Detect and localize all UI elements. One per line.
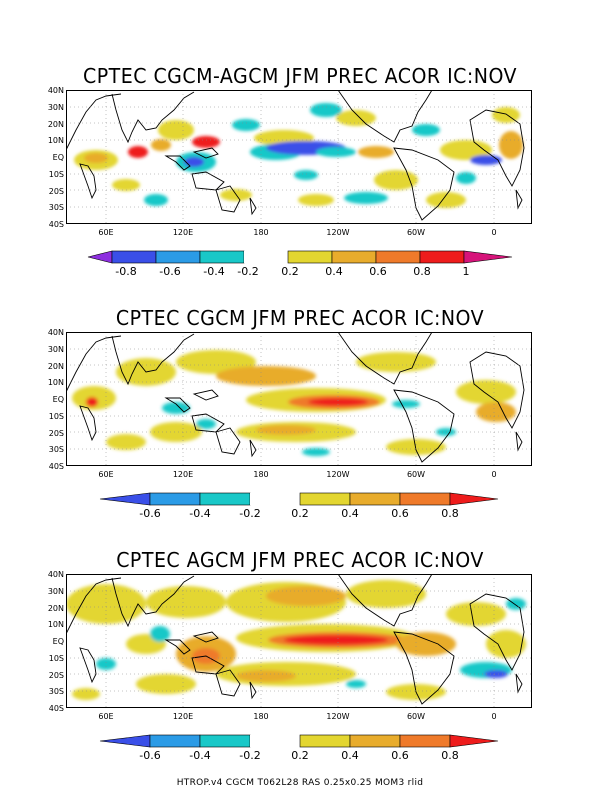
- cbar3-label: 0.6: [391, 749, 409, 762]
- cbar2-label: 0.2: [291, 507, 309, 520]
- lon-tick-label: 60W: [406, 712, 426, 721]
- cbar2-label: -0.6: [139, 507, 160, 520]
- cbar1-label: -0.8: [115, 265, 136, 278]
- lat-tick-label: EQ: [52, 395, 64, 404]
- lon-tick-label: 180: [253, 228, 269, 237]
- lat-tick-label: 10S: [48, 411, 64, 421]
- footer-caption: HTROP.v4 CGCM T062L28 RAS 0.25x0.25 MOM3…: [176, 778, 424, 788]
- lat-tick-label: 10N: [47, 378, 64, 388]
- lon-tick-label: 120W: [326, 712, 350, 721]
- lat-tick-label: 40N: [47, 570, 64, 579]
- lon-tick-label: 120E: [172, 228, 194, 237]
- lat-tick-label: 10S: [48, 169, 64, 179]
- lon-tick-label: 60E: [98, 470, 114, 479]
- lat-tick-label: 30N: [47, 102, 64, 112]
- cbar1-label: 1: [463, 265, 470, 278]
- lon-tick-label: 0: [491, 712, 497, 721]
- lon-tick-label: 60E: [98, 228, 114, 237]
- lat-tick-label: 30S: [48, 203, 64, 213]
- cbar3-label: -0.6: [139, 749, 160, 762]
- cbar2-label: 0.4: [341, 507, 359, 520]
- panel-1-colorbar: -0.8 -0.6 -0.4 -0.2 0.2 0.4 0.6 0.8 1: [87, 250, 513, 278]
- lat-tick-label: 20S: [48, 428, 64, 438]
- lon-tick-label: 180: [253, 712, 269, 721]
- lon-tick-label: 60W: [406, 228, 426, 237]
- lat-tick-label: 40N: [47, 328, 64, 337]
- cbar1-label: -0.2: [237, 265, 258, 278]
- lat-tick-label: 10S: [48, 653, 64, 663]
- cbar1-label: 0.6: [369, 265, 387, 278]
- lat-tick-label: 30S: [48, 445, 64, 455]
- cbar1-label: -0.4: [203, 265, 224, 278]
- lat-tick-label: EQ: [52, 637, 64, 646]
- lon-tick-label: 180: [253, 470, 269, 479]
- lat-tick-label: 30S: [48, 687, 64, 697]
- lat-tick-label: 30N: [47, 586, 64, 596]
- cbar2-label: -0.2: [239, 507, 260, 520]
- lat-tick-label: 40S: [48, 220, 64, 229]
- panel-3-title: CPTEC AGCM JFM PREC ACOR IC:NOV: [116, 548, 484, 572]
- cbar3-label: -0.2: [239, 749, 260, 762]
- panel-2-colorbar: -0.6 -0.4 -0.2 0.2 0.4 0.6 0.8: [99, 492, 499, 520]
- lon-tick-label: 60E: [98, 712, 114, 721]
- lat-tick-label: 20N: [47, 361, 64, 371]
- cbar1-label: -0.6: [159, 265, 180, 278]
- panel-2-title: CPTEC CGCM JFM PREC ACOR IC:NOV: [115, 306, 485, 330]
- lat-tick-label: 20N: [47, 603, 64, 613]
- cbar3-label: 0.2: [291, 749, 309, 762]
- panel-1-map: [66, 90, 532, 224]
- panel-3-colorbar: -0.6 -0.4 -0.2 0.2 0.4 0.6 0.8: [99, 734, 499, 762]
- panel-1-title: CPTEC CGCM-AGCM JFM PREC ACOR IC:NOV: [82, 64, 518, 88]
- cbar2-label: 0.8: [441, 507, 459, 520]
- lon-tick-label: 0: [491, 470, 497, 479]
- lon-tick-label: 120E: [172, 470, 194, 479]
- cbar2-label: -0.4: [189, 507, 210, 520]
- lat-tick-label: 20S: [48, 186, 64, 196]
- cbar1-label: 0.2: [281, 265, 299, 278]
- lon-tick-label: 60W: [406, 470, 426, 479]
- lat-tick-label: 20S: [48, 670, 64, 680]
- lat-tick-label: 10N: [47, 136, 64, 146]
- lon-tick-label: 120W: [326, 470, 350, 479]
- lat-tick-label: 40N: [47, 86, 64, 95]
- panel-3-map: [66, 574, 532, 708]
- cbar1-label: 0.4: [325, 265, 343, 278]
- lat-tick-label: 20N: [47, 119, 64, 129]
- lon-tick-label: 120W: [326, 228, 350, 237]
- lat-tick-label: 30N: [47, 344, 64, 354]
- lat-tick-label: 40S: [48, 462, 64, 471]
- lat-tick-label: EQ: [52, 153, 64, 162]
- lon-tick-label: 0: [491, 228, 497, 237]
- cbar3-label: 0.8: [441, 749, 459, 762]
- lat-tick-label: 40S: [48, 704, 64, 713]
- cbar2-label: 0.6: [391, 507, 409, 520]
- lon-tick-label: 120E: [172, 712, 194, 721]
- panel-2-map: [66, 332, 532, 466]
- cbar3-label: 0.4: [341, 749, 359, 762]
- lat-tick-label: 10N: [47, 620, 64, 630]
- cbar1-label: 0.8: [413, 265, 431, 278]
- cbar3-label: -0.4: [189, 749, 210, 762]
